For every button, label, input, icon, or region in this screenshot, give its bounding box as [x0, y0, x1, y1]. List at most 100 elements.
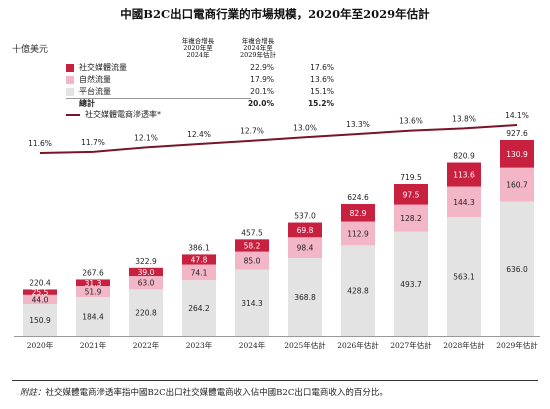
- penetration-label: 12.1%: [134, 133, 158, 142]
- penetration-label: 13.6%: [399, 117, 423, 126]
- bar-value-label: 58.2: [244, 241, 261, 250]
- bar-value-label: 25.5: [32, 288, 49, 297]
- bar-value-label: 493.7: [400, 280, 422, 289]
- bar-segment: [288, 237, 322, 259]
- bar-segment: [23, 294, 57, 305]
- legend-swatch: [66, 64, 74, 72]
- bar-segment: [129, 267, 163, 277]
- footnote-divider: [12, 380, 538, 381]
- x-tick-label: 2028年估計: [443, 340, 485, 350]
- bar-segment: [341, 245, 375, 336]
- bar-segment: [500, 167, 534, 202]
- x-tick-label: 2026年估計: [337, 340, 379, 350]
- bar-total-label: 537.0: [294, 212, 316, 221]
- bar-segment: [182, 254, 216, 265]
- bar-segment: [76, 279, 110, 287]
- bar-segment: [341, 221, 375, 246]
- bar-value-label: 63.0: [138, 279, 155, 288]
- bar-segment: [447, 162, 481, 187]
- x-tick-label: 2023年: [186, 340, 213, 350]
- bar-value-label: 314.3: [241, 299, 263, 308]
- legend-total-row: 總計 20.0% 15.2%: [79, 99, 334, 108]
- legend-line-swatch: [66, 114, 80, 116]
- unit-label: 十億美元: [12, 45, 49, 55]
- bar-total-label: 322.9: [135, 257, 157, 266]
- footnote: 附註：社交媒體電商滲透率指中國B2C出口社交媒體電商收入佔中國B2C出口電商收入…: [20, 388, 388, 398]
- bar-value-label: 144.3: [453, 198, 475, 207]
- penetration-line: [39, 124, 518, 154]
- bar-value-label: 47.8: [191, 255, 208, 264]
- x-tick-label: 2021年: [80, 340, 107, 350]
- bar-value-label: 428.8: [347, 287, 369, 296]
- bar-value-label: 69.8: [297, 226, 314, 235]
- bar-segment: [76, 286, 110, 298]
- bar-total-label: 457.5: [241, 228, 263, 237]
- bar-value-label: 128.2: [400, 214, 422, 223]
- bar-segment: [447, 217, 481, 336]
- bar-value-label: 160.7: [506, 181, 528, 190]
- bar-segment: [288, 258, 322, 336]
- penetration-label: 12.7%: [240, 127, 264, 136]
- bar-segment: [288, 222, 322, 238]
- bar-segment: [182, 264, 216, 281]
- bar-segment: [182, 280, 216, 336]
- bar-value-label: 82.9: [350, 209, 367, 218]
- bar-value-label: 51.9: [85, 288, 102, 297]
- penetration-label: 13.0%: [293, 123, 317, 132]
- bar-total-label: 719.5: [400, 173, 422, 182]
- penetration-label: 11.7%: [81, 138, 105, 147]
- bar-segment: [500, 140, 534, 168]
- bar-segment: [394, 204, 428, 232]
- bar-segment: [341, 204, 375, 222]
- bar-segment: [76, 297, 110, 336]
- bar-segment: [23, 289, 57, 295]
- bar-total-label: 386.1: [188, 243, 210, 252]
- bar-value-label: 636.0: [506, 265, 528, 274]
- penetration-label: 12.4%: [187, 130, 211, 139]
- bar-segment: [394, 183, 428, 205]
- bar-value-label: 150.9: [29, 316, 51, 325]
- bar-total-label: 220.4: [29, 278, 51, 287]
- bar-value-label: 44.0: [32, 295, 49, 304]
- legend-item-social: 社交媒體流量 22.9% 17.6%: [66, 62, 366, 74]
- bar-value-label: 31.3: [85, 279, 102, 288]
- bar-total-label: 820.9: [453, 152, 475, 161]
- chart-title: 中國B2C出口電商行業的市場規模，2020年至2029年估計: [120, 7, 430, 21]
- x-tick-label: 2029年估計: [496, 340, 538, 350]
- bar-segment: [235, 239, 269, 252]
- penetration-label: 11.6%: [28, 139, 52, 148]
- bar-value-label: 130.9: [506, 150, 528, 159]
- legend-item-penetration: 社交媒體電商滲透率*: [66, 109, 266, 121]
- bar-segment: [129, 289, 163, 336]
- cagr-header-2: 年複合增長 2024年至 2029年估計: [239, 37, 277, 59]
- total-divider: [66, 98, 251, 99]
- bar-value-label: 97.5: [403, 190, 420, 199]
- penetration-label: 13.8%: [452, 114, 476, 123]
- bar-segment: [500, 201, 534, 336]
- legend-item-platform: 平台流量 20.1% 15.1%: [66, 86, 366, 98]
- legend-item-natural: 自然流量 17.9% 13.6%: [66, 74, 366, 86]
- legend-swatch: [66, 76, 74, 84]
- bar-segment: [235, 251, 269, 270]
- bar-value-label: 220.8: [135, 309, 157, 318]
- bar-segment: [394, 231, 428, 336]
- x-tick-label: 2027年估計: [390, 340, 432, 350]
- bar-value-label: 113.6: [453, 171, 475, 180]
- bar-value-label: 563.1: [453, 273, 475, 282]
- bar-value-label: 112.9: [347, 229, 369, 238]
- bar-value-label: 368.8: [294, 293, 316, 302]
- bar-segment: [447, 186, 481, 218]
- bar-value-label: 85.0: [244, 257, 261, 266]
- bar-value-label: 74.1: [191, 268, 208, 277]
- bar-segment: [235, 269, 269, 336]
- bar-total-label: 624.6: [347, 193, 369, 202]
- bar-value-label: 39.0: [138, 268, 155, 277]
- bar-segment: [23, 304, 57, 336]
- x-tick-label: 2022年: [133, 340, 160, 350]
- bar-value-label: 184.4: [82, 313, 104, 322]
- x-tick-label: 2024年: [239, 340, 266, 350]
- x-tick-label: 2025年估計: [284, 340, 326, 350]
- bar-total-label: 267.6: [82, 268, 104, 277]
- bar-segment: [129, 276, 163, 290]
